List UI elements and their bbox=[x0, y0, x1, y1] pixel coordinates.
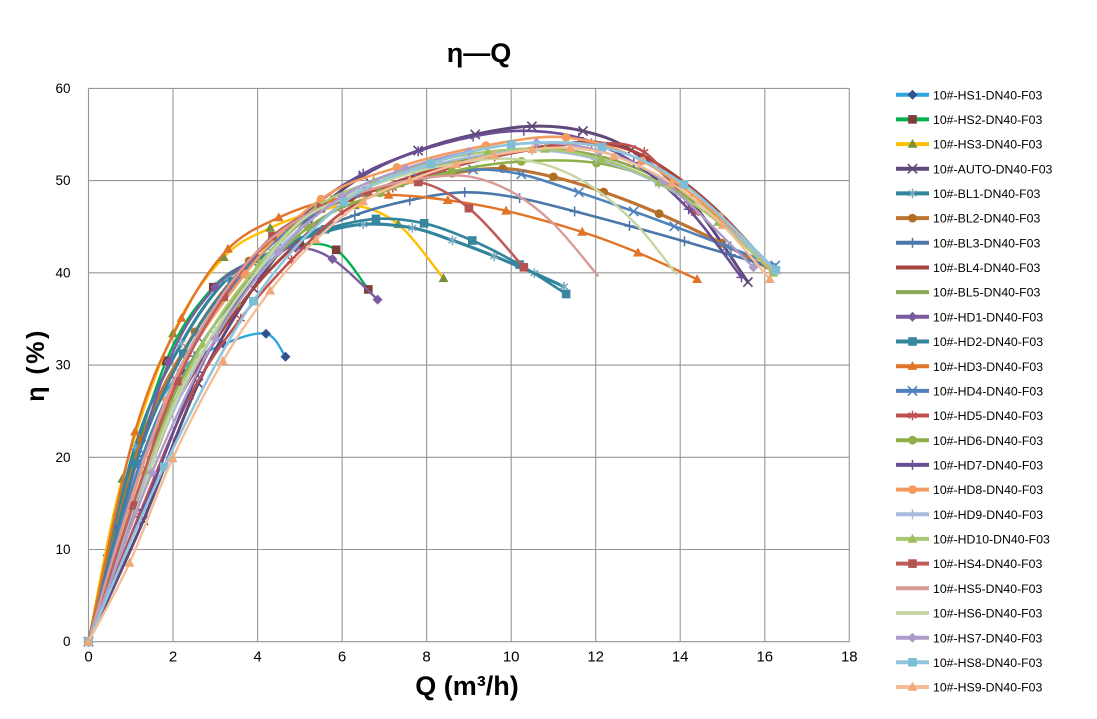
svg-text:10#-HD6-DN40-F03: 10#-HD6-DN40-F03 bbox=[933, 434, 1043, 448]
svg-text:10#-HS2-DN40-F03: 10#-HS2-DN40-F03 bbox=[933, 113, 1043, 127]
svg-text:10#-HS1-DN40-F03: 10#-HS1-DN40-F03 bbox=[933, 88, 1043, 102]
svg-text:10#-HS4-DN40-F03: 10#-HS4-DN40-F03 bbox=[933, 557, 1043, 571]
svg-text:10#-HD8-DN40-F03: 10#-HD8-DN40-F03 bbox=[933, 483, 1043, 497]
svg-text:40: 40 bbox=[55, 265, 70, 280]
svg-text:2: 2 bbox=[169, 649, 177, 666]
svg-text:14: 14 bbox=[672, 649, 689, 666]
svg-text:Q (m³/h): Q (m³/h) bbox=[415, 671, 518, 701]
svg-text:6: 6 bbox=[338, 649, 346, 666]
svg-text:10#-HD4-DN40-F03: 10#-HD4-DN40-F03 bbox=[933, 385, 1043, 399]
svg-text:10#-HD1-DN40-F03: 10#-HD1-DN40-F03 bbox=[933, 310, 1043, 324]
svg-text:10#-HS8-DN40-F03: 10#-HS8-DN40-F03 bbox=[933, 656, 1043, 670]
svg-text:8: 8 bbox=[422, 649, 430, 666]
svg-text:10#-HS9-DN40-F03: 10#-HS9-DN40-F03 bbox=[933, 681, 1043, 695]
svg-text:η (%): η (%) bbox=[22, 328, 50, 402]
svg-text:10#-BL4-DN40-F03: 10#-BL4-DN40-F03 bbox=[933, 261, 1040, 275]
svg-text:0: 0 bbox=[84, 649, 92, 666]
svg-text:60: 60 bbox=[55, 81, 70, 96]
svg-text:10: 10 bbox=[55, 542, 70, 557]
svg-text:10#-HD3-DN40-F03: 10#-HD3-DN40-F03 bbox=[933, 360, 1043, 374]
svg-text:0: 0 bbox=[63, 634, 71, 649]
svg-text:10#-HS6-DN40-F03: 10#-HS6-DN40-F03 bbox=[933, 607, 1043, 621]
svg-text:12: 12 bbox=[587, 649, 604, 666]
svg-text:10#-HD2-DN40-F03: 10#-HD2-DN40-F03 bbox=[933, 335, 1043, 349]
svg-text:10#-HD10-DN40-F03: 10#-HD10-DN40-F03 bbox=[933, 533, 1050, 547]
svg-text:16: 16 bbox=[756, 649, 773, 666]
svg-text:10#-AUTO-DN40-F03: 10#-AUTO-DN40-F03 bbox=[933, 162, 1053, 176]
svg-text:10#-HD7-DN40-F03: 10#-HD7-DN40-F03 bbox=[933, 459, 1043, 473]
svg-text:10#-BL2-DN40-F03: 10#-BL2-DN40-F03 bbox=[933, 212, 1040, 226]
svg-text:10: 10 bbox=[503, 649, 520, 666]
svg-text:10#-HS5-DN40-F03: 10#-HS5-DN40-F03 bbox=[933, 582, 1043, 596]
svg-text:10#-HS3-DN40-F03: 10#-HS3-DN40-F03 bbox=[933, 138, 1043, 152]
svg-text:20: 20 bbox=[55, 450, 70, 465]
svg-text:4: 4 bbox=[253, 649, 261, 666]
svg-text:30: 30 bbox=[55, 358, 70, 373]
svg-text:10#-BL5-DN40-F03: 10#-BL5-DN40-F03 bbox=[933, 286, 1040, 300]
svg-text:η—Q: η—Q bbox=[447, 38, 512, 68]
svg-text:10#-HD5-DN40-F03: 10#-HD5-DN40-F03 bbox=[933, 409, 1043, 423]
svg-text:10#-HS7-DN40-F03: 10#-HS7-DN40-F03 bbox=[933, 631, 1043, 645]
svg-text:18: 18 bbox=[841, 649, 858, 666]
svg-text:10#-BL1-DN40-F03: 10#-BL1-DN40-F03 bbox=[933, 187, 1040, 201]
svg-text:10#-BL3-DN40-F03: 10#-BL3-DN40-F03 bbox=[933, 236, 1040, 250]
svg-text:10#-HD9-DN40-F03: 10#-HD9-DN40-F03 bbox=[933, 508, 1043, 522]
svg-text:50: 50 bbox=[55, 173, 70, 188]
